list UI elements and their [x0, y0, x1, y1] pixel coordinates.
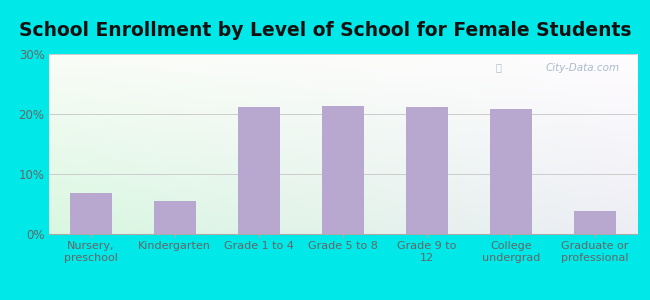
Bar — [574, 211, 616, 234]
Text: School Enrollment by Level of School for Female Students: School Enrollment by Level of School for… — [19, 21, 631, 40]
Text: City-Data.com: City-Data.com — [545, 63, 619, 73]
Bar — [154, 201, 196, 234]
Bar — [406, 107, 448, 234]
Text: ⓘ: ⓘ — [496, 62, 502, 72]
Bar — [238, 107, 280, 234]
Bar — [490, 109, 532, 234]
Bar — [70, 193, 112, 234]
Bar — [322, 106, 364, 234]
